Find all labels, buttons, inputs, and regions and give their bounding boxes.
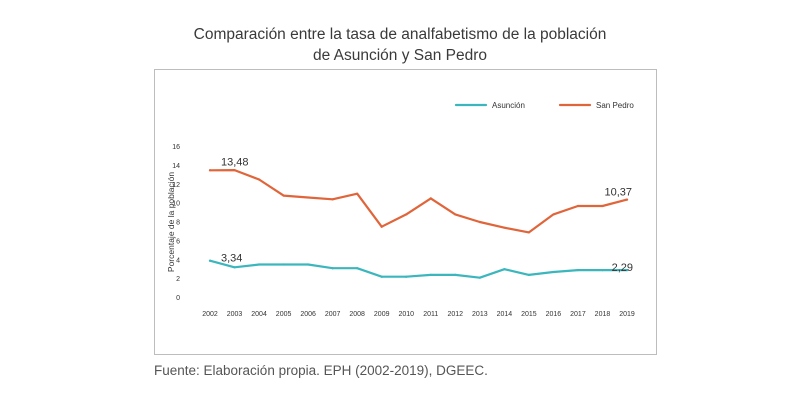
data-label: 13,48 (221, 156, 249, 168)
x-tick-label: 2019 (619, 311, 635, 318)
data-point (380, 275, 383, 278)
data-point (257, 263, 261, 266)
data-point (307, 196, 310, 199)
chart-title: Comparación entre la tasa de analfabetis… (0, 24, 800, 66)
data-point (576, 269, 580, 272)
x-tick-label: 2017 (570, 311, 586, 318)
y-tick-label: 4 (176, 257, 180, 264)
data-point (331, 267, 334, 270)
data-point (478, 220, 481, 224)
x-tick-label: 2016 (546, 311, 562, 318)
x-tick-label: 2011 (423, 311, 438, 318)
y-tick-label: 10 (172, 201, 180, 208)
data-point (625, 269, 629, 272)
data-point (552, 270, 555, 274)
data-point (503, 268, 506, 271)
y-tick-label: 0 (176, 295, 180, 302)
source-note: Fuente: Elaboración propia. EPH (2002-20… (154, 363, 488, 378)
series-line-asuncion (208, 259, 629, 279)
data-label: 2,29 (612, 262, 633, 274)
chart-title-line-1: Comparación entre la tasa de analfabetis… (193, 26, 607, 43)
chart-frame (154, 69, 657, 355)
x-tick-label: 2008 (349, 311, 365, 318)
x-tick-label: 2014 (497, 311, 513, 318)
chart-title-line-2: de Asunción y San Pedro (312, 47, 488, 64)
data-point (282, 194, 285, 197)
data-point (454, 213, 457, 216)
x-tick-label: 2013 (472, 311, 488, 318)
data-point (503, 226, 506, 229)
x-tick-label: 2012 (448, 311, 464, 318)
data-point (331, 198, 334, 201)
y-tick-label: 14 (172, 163, 180, 170)
data-point (601, 269, 604, 272)
data-point (454, 273, 457, 276)
data-point (233, 266, 236, 269)
data-point (601, 204, 604, 208)
y-tick-label: 12 (172, 182, 180, 189)
series-line-san-pedro (208, 169, 629, 234)
x-tick-label: 2007 (325, 311, 341, 318)
x-tick-label: 2006 (300, 311, 316, 318)
x-tick-label: 2003 (227, 311, 243, 318)
x-tick-label: 2002 (202, 311, 218, 318)
data-label: 3,34 (221, 253, 242, 265)
data-point (380, 225, 383, 228)
x-tick-label: 2004 (251, 311, 267, 318)
data-point (527, 273, 530, 276)
y-tick-label: 8 (176, 220, 180, 227)
data-point (208, 259, 212, 262)
x-tick-label: 2010 (398, 311, 414, 318)
data-point (478, 276, 481, 279)
data-point (405, 213, 408, 216)
data-point (257, 178, 261, 181)
x-tick-label: 2015 (521, 311, 537, 318)
data-point (282, 263, 285, 266)
data-point (576, 204, 580, 208)
data-point (625, 198, 629, 201)
data-point (307, 263, 310, 266)
data-point (208, 169, 212, 172)
y-tick-label: 6 (176, 238, 180, 245)
x-tick-label: 2018 (595, 311, 611, 318)
data-point (429, 197, 432, 200)
data-point (405, 275, 408, 278)
data-label: 10,37 (604, 187, 632, 199)
y-tick-label: 2 (176, 276, 180, 283)
x-tick-label: 2005 (276, 311, 292, 318)
data-point (527, 231, 530, 234)
y-tick-label: 16 (172, 144, 180, 151)
data-point (429, 273, 432, 276)
legend-label: Asunción (492, 101, 525, 110)
y-axis-label: Porcentaje de la población (166, 172, 176, 272)
data-point (552, 213, 555, 216)
data-point (356, 267, 359, 270)
data-point (356, 192, 359, 195)
legend-label: San Pedro (596, 101, 634, 110)
data-point (233, 168, 236, 172)
x-tick-label: 2009 (374, 311, 390, 318)
